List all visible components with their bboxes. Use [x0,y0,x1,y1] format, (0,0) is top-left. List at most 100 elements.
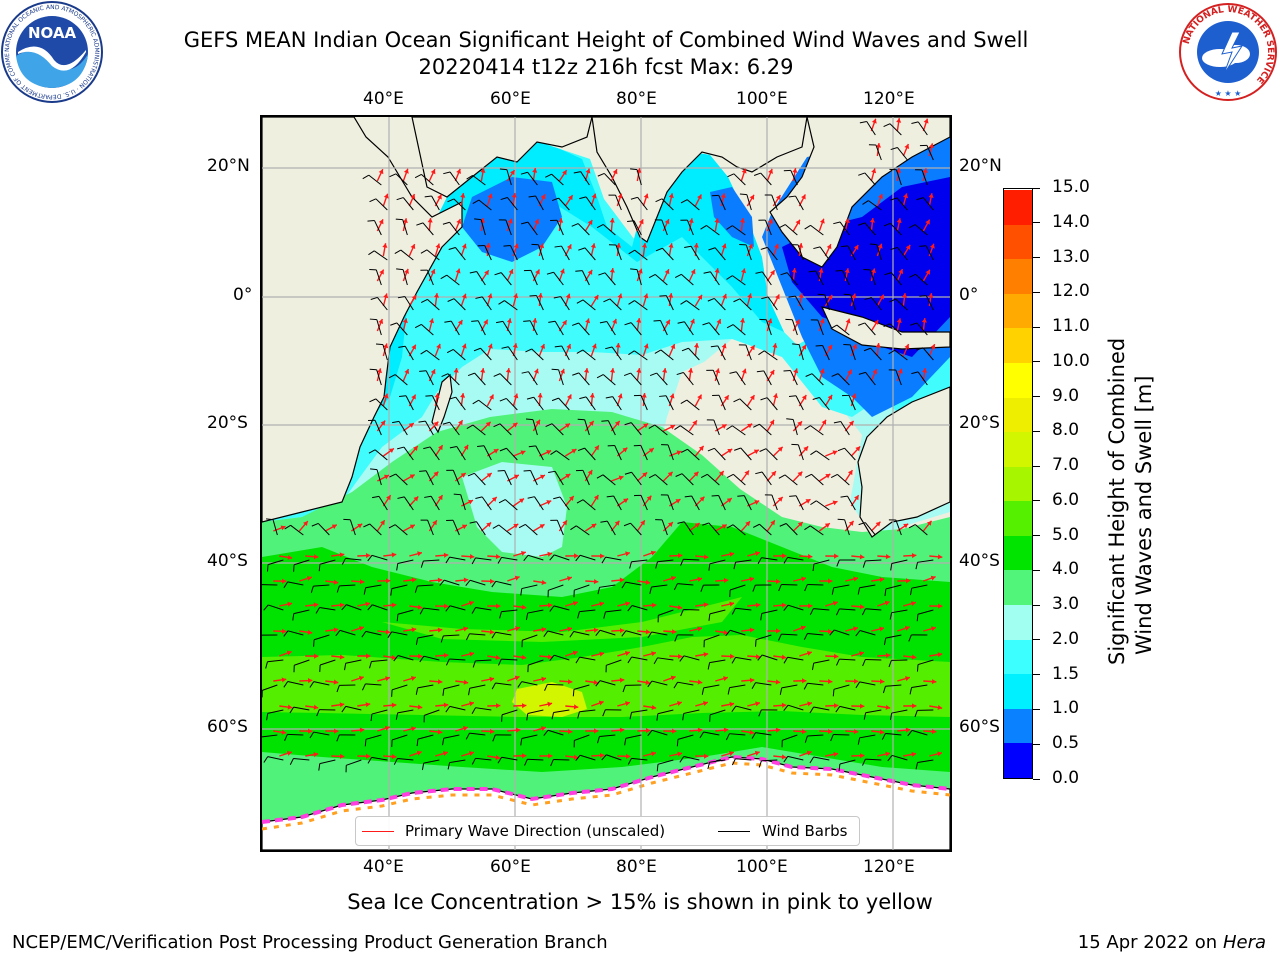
colorbar-tick-label: 14.0 [1052,211,1090,232]
wave-direction-arrowhead [521,604,527,610]
colorbar-tick-label: 0.5 [1052,733,1080,754]
wind-barb-staff [449,171,460,186]
wind-barb-flag [551,712,555,720]
wind-barb-staff [561,245,570,261]
wind-barb-staff [527,609,544,614]
wind-barb-flag [549,554,555,561]
wave-direction-arrowhead [365,702,371,708]
wind-barb-staff [684,321,694,336]
wind-barb-flag [780,272,788,276]
wind-barb-staff [891,754,908,761]
wave-direction-arrowhead [460,193,466,198]
wind-barb-flag [830,473,838,479]
colorbar-title-line2: Wind Waves and Swell [m] [1132,375,1156,655]
wind-barb-flag [439,579,445,586]
wave-direction-arrowhead [896,218,902,224]
wave-direction-arrowhead [591,523,597,529]
wind-barb-staff [657,559,674,563]
wave-direction-arrowhead [930,575,936,581]
colorbar-tick-label: 12.0 [1052,281,1090,302]
wave-direction-arrowhead [833,653,839,659]
wind-barb-staff [579,609,596,613]
wind-barb-flag [497,557,502,564]
wind-barb-flag [523,320,531,322]
wave-direction-arrowhead [532,168,538,173]
wave-direction-arrowhead [704,753,709,759]
wind-barb-flag [647,680,653,688]
wind-barb-staff [530,270,538,286]
wave-direction-arrowhead [851,393,857,399]
colorbar-tick-label: 4.0 [1052,559,1080,580]
wind-barb-flag [526,396,534,400]
colorbar-segment [1004,189,1032,225]
wind-barb-flag [367,555,373,562]
colorbar-tick-mark [1033,569,1040,571]
wind-barb-flag [708,247,716,251]
wave-direction-arrowhead [703,602,709,608]
wave-direction-arrowhead [513,243,519,249]
wind-barb-staff [574,584,590,591]
wave-direction-arrowhead [905,727,911,733]
wind-barb-flag [548,320,556,323]
wind-barb-flag [396,614,399,622]
wave-direction-arrowhead [409,524,415,530]
wave-direction-arrowhead [433,471,439,477]
wave-direction-arrowhead [379,269,384,275]
wind-barb-staff [527,709,544,715]
wave-direction-arrowhead [912,703,917,709]
wind-barb-staff [431,395,440,411]
wave-direction-arrowhead [824,523,830,528]
wave-direction-arrowhead [339,702,345,708]
wind-barb-flag [919,295,927,297]
wave-direction-arrowhead [801,344,806,350]
wind-barb-staff [657,759,674,765]
wave-direction-arrowhead [670,424,676,430]
wind-barb-staff [417,584,434,587]
wave-direction-arrowhead [853,678,859,684]
wave-direction-arrowhead [772,393,778,399]
wind-barb-staff [345,557,362,561]
wind-barb-staff [527,221,538,236]
wave-direction-arrowhead [411,394,416,400]
wind-barb-staff [709,659,726,664]
wind-barb-flag [448,396,456,400]
wave-direction-arrowhead [519,498,525,504]
wind-barb-staff [834,629,850,636]
wind-barb-staff [374,449,388,461]
wave-direction-arrowhead [339,552,345,558]
wind-barb-staff [656,372,668,386]
wind-barb-staff [761,609,778,614]
wind-barb-flag [335,630,341,637]
colorbar-tick-label: 15.0 [1052,177,1090,197]
wave-direction-arrowhead [775,294,780,300]
wind-barb-staff [683,521,694,536]
wind-barb-staff [819,397,830,411]
wind-barb-flag [577,611,580,619]
wind-barb-staff [452,520,460,536]
wind-barb-staff [813,559,830,565]
wind-barb-flag [388,374,396,379]
wave-direction-arrowhead [513,293,519,299]
wind-barb-staff [859,734,876,739]
wind-barb-flag [576,499,584,504]
wind-barb-staff [449,658,466,661]
wave-direction-arrowhead [782,553,787,559]
wind-barb-staff [501,556,518,561]
wave-direction-arrowhead [433,421,439,427]
wind-barb-staff [602,474,616,486]
wind-barb-flag [498,300,505,305]
wind-barb-staff [391,684,408,691]
wave-direction-arrowhead [455,268,461,274]
wind-barb-staff [528,659,544,666]
wind-barb-staff [864,222,876,236]
wind-barb-staff [640,445,648,461]
wind-barb-staff [599,680,616,686]
wave-direction-arrowhead [749,627,755,633]
wind-barb-staff [766,397,778,411]
wind-barb-staff [521,734,538,740]
wave-direction-arrowhead [410,676,416,681]
wind-barb-staff [661,519,668,536]
wind-barb-flag [755,271,763,274]
wave-direction-arrowhead [770,270,775,276]
wave-direction-arrowhead [853,626,858,632]
